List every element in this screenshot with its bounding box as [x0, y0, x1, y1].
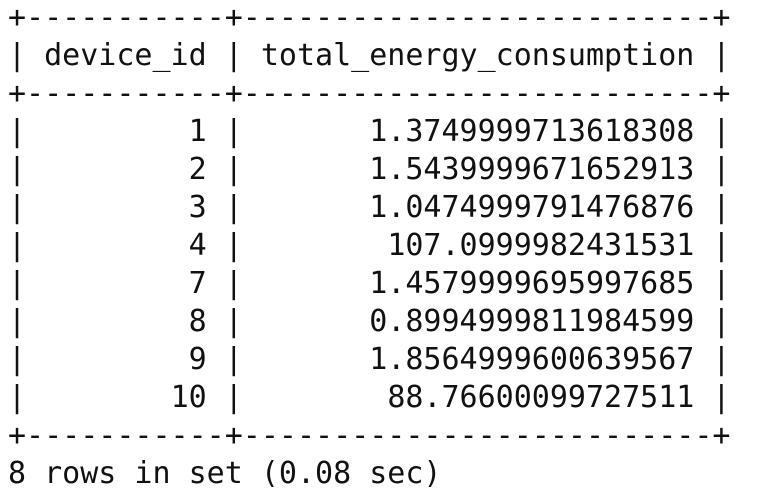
- terminal-output: +-----------+--------------------------+…: [8, 0, 730, 493]
- cell: 7: [188, 266, 207, 301]
- data-row: | 2 | 1.5439999671652913 |: [8, 152, 731, 187]
- data-row: | 10 | 88.76600099727511 |: [8, 380, 731, 415]
- table-border: +-----------+--------------------------+: [8, 0, 731, 35]
- cell: 8: [188, 304, 207, 339]
- data-row: | 8 | 0.8994999811984599 |: [8, 304, 731, 339]
- data-row: | 7 | 1.4579999695997685 |: [8, 266, 731, 301]
- cell: 9: [188, 342, 207, 377]
- cell: 1.3749999713618308: [369, 114, 695, 149]
- table-border: +-----------+--------------------------+: [8, 418, 731, 453]
- data-row: | 9 | 1.8564999600639567 |: [8, 342, 731, 377]
- data-row: | 1 | 1.3749999713618308 |: [8, 114, 731, 149]
- table-border: +-----------+--------------------------+: [8, 76, 731, 111]
- cell: 107.0999982431531: [387, 228, 695, 263]
- data-row: | 3 | 1.0474999791476876 |: [8, 190, 731, 225]
- column-header: device_id: [44, 38, 207, 73]
- cell: 1.4579999695997685: [369, 266, 695, 301]
- cell: 1.5439999671652913: [369, 152, 695, 187]
- header-row: | device_id | total_energy_consumption |: [8, 38, 731, 73]
- cell: 88.76600099727511: [387, 380, 695, 415]
- cell: 3: [188, 190, 207, 225]
- data-row: | 4 | 107.0999982431531 |: [8, 228, 731, 263]
- cell: 2: [188, 152, 207, 187]
- cell: 1.8564999600639567: [369, 342, 695, 377]
- column-header: total_energy_consumption: [260, 38, 695, 73]
- status-line: 8 rows in set (0.08 sec): [8, 455, 730, 493]
- cell: 1.0474999791476876: [369, 190, 695, 225]
- cell: 0.8994999811984599: [369, 304, 695, 339]
- query-status: 8 rows in set (0.08 sec): [8, 456, 442, 491]
- cell: 4: [188, 228, 207, 263]
- cell: 1: [188, 114, 207, 149]
- cell: 10: [170, 380, 207, 415]
